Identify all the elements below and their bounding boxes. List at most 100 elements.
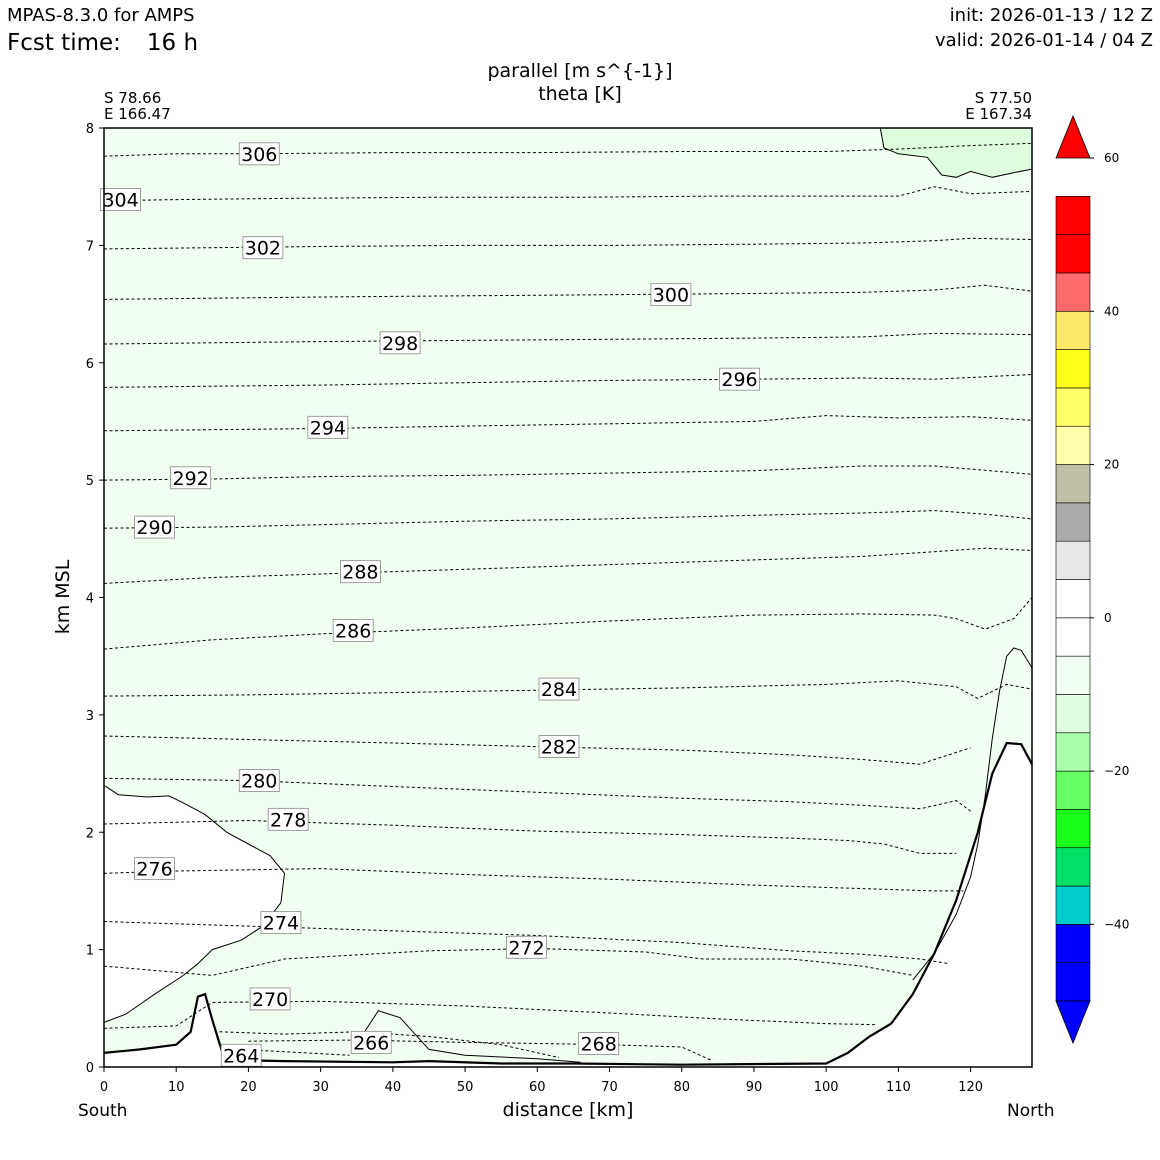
valid-time: valid: 2026-01-14 / 04 Z — [935, 30, 1153, 51]
theta-contour-268 — [248, 1039, 711, 1061]
colorbar-segment — [1055, 387, 1091, 427]
wind-contour-top-right — [879, 127, 1033, 178]
colorbar-under-arrow — [1055, 1000, 1091, 1045]
colorbar-tick-label: 20 — [1104, 458, 1119, 472]
wind-region-top-right — [880, 128, 1032, 178]
y-tick-label: 8 — [86, 122, 94, 137]
theta-contour-288 — [103, 547, 1033, 584]
y-tick-label: 4 — [86, 592, 94, 607]
theta-contour-296 — [103, 374, 1033, 388]
contour-label-box — [379, 331, 421, 355]
contour-label-box — [650, 283, 692, 307]
x-tick-label: 40 — [385, 1080, 402, 1095]
contour-label-264: 264 — [223, 1045, 259, 1067]
colorbar-segment — [1055, 962, 1091, 1002]
contour-label-box — [719, 367, 760, 391]
y-tick-label: 1 — [86, 944, 94, 959]
x-tick-label: 120 — [958, 1080, 983, 1095]
theta-contour-286 — [103, 597, 1033, 650]
y-axis-label: km MSL — [52, 559, 74, 635]
contour-label-268: 268 — [581, 1034, 617, 1056]
theta-contour-302 — [103, 237, 1033, 250]
colorbar-segment — [1055, 579, 1091, 619]
theta-contour-298 — [103, 332, 1033, 345]
contour-label-270: 270 — [252, 989, 288, 1011]
wind-contour-left — [103, 784, 286, 1023]
contour-label-276: 276 — [136, 859, 172, 881]
theta-contour-294 — [103, 415, 1033, 432]
x-tick-label: 20 — [240, 1080, 257, 1095]
init-time: init: 2026-01-13 / 12 Z — [949, 5, 1153, 26]
x-tick-label: 80 — [673, 1080, 690, 1095]
right-lat: S 77.50 — [974, 89, 1032, 107]
theta-contour-284 — [103, 680, 1033, 699]
contour-label-box — [134, 515, 175, 539]
contour-label-266: 266 — [353, 1032, 389, 1054]
contour-label-300: 300 — [653, 285, 689, 307]
contour-label-282: 282 — [541, 737, 577, 759]
theta-contour-304 — [103, 186, 1033, 202]
model-title: MPAS-8.3.0 for AMPS — [7, 5, 195, 26]
theta-contours — [103, 142, 1033, 1061]
colorbar-segment — [1055, 617, 1091, 657]
theta-contour-306 — [103, 142, 1033, 157]
colorbar-segment — [1055, 464, 1091, 504]
theta-contour-290 — [103, 510, 1033, 529]
chart-subtitle: theta [K] — [538, 83, 622, 105]
north-label: North — [1007, 1101, 1055, 1121]
contour-label-280: 280 — [241, 771, 277, 793]
theta-contour-278 — [103, 819, 957, 854]
forecast-time: Fcst time: 16 h — [7, 30, 198, 56]
contour-label-298: 298 — [382, 333, 418, 355]
y-tick-label: 5 — [86, 474, 94, 489]
contour-label-box — [100, 188, 142, 211]
theta-contour-270 — [103, 1000, 877, 1029]
colorbar-over-arrow — [1055, 114, 1091, 159]
colorbar-segment — [1055, 234, 1091, 274]
y-tick-label: 3 — [86, 709, 94, 724]
contour-label-284: 284 — [541, 679, 577, 701]
contour-label-box — [242, 236, 284, 260]
south-label: South — [78, 1101, 128, 1121]
terrain-line — [103, 741, 1033, 1066]
colorbar-segment — [1055, 425, 1091, 465]
theta-contour-266 — [219, 1031, 560, 1059]
contour-label-306: 306 — [241, 144, 277, 166]
colorbar-segment — [1055, 694, 1091, 734]
forecast-time-value: 16 h — [146, 30, 199, 56]
x-tick-label: 90 — [746, 1080, 763, 1095]
colorbar-segment — [1055, 847, 1091, 887]
contour-label-294: 294 — [310, 417, 346, 439]
colorbar-segment — [1055, 770, 1091, 810]
colorbar-segment — [1055, 502, 1091, 542]
colorbar-segment — [1055, 540, 1091, 580]
wind-region-left — [104, 785, 285, 1023]
left-lat: S 78.66 — [104, 89, 162, 107]
contour-label-288: 288 — [342, 562, 378, 584]
contour-label-box — [332, 618, 374, 642]
contour-label-272: 272 — [508, 937, 544, 959]
contour-label-286: 286 — [335, 620, 371, 642]
forecast-time-label: Fcst time: — [7, 30, 121, 56]
contour-label-292: 292 — [173, 468, 209, 490]
contour-label-box — [267, 807, 309, 831]
contour-label-box — [578, 1032, 620, 1055]
colorbar-tick-label: 0 — [1104, 611, 1112, 625]
contour-label-box — [339, 560, 381, 584]
x-tick-label: 100 — [814, 1080, 839, 1095]
colorbar: 60 40 20 0 −20 −40 — [1055, 114, 1129, 1045]
contour-label-box — [506, 935, 547, 959]
x-tick-label: 0 — [100, 1080, 108, 1095]
contour-label-278: 278 — [270, 809, 306, 831]
contour-label-box — [307, 415, 349, 439]
wind-contour-ridge — [356, 1010, 581, 1063]
x-axis-label: distance [km] — [502, 1099, 634, 1121]
y-tick-label: 0 — [86, 1061, 94, 1076]
x-tick-label: 70 — [601, 1080, 618, 1095]
contour-label-296: 296 — [721, 369, 757, 391]
contour-label-box — [538, 677, 580, 701]
colorbar-segment — [1055, 655, 1091, 695]
x-tick-label: 10 — [168, 1080, 185, 1095]
right-lon: E 167.34 — [965, 105, 1032, 123]
